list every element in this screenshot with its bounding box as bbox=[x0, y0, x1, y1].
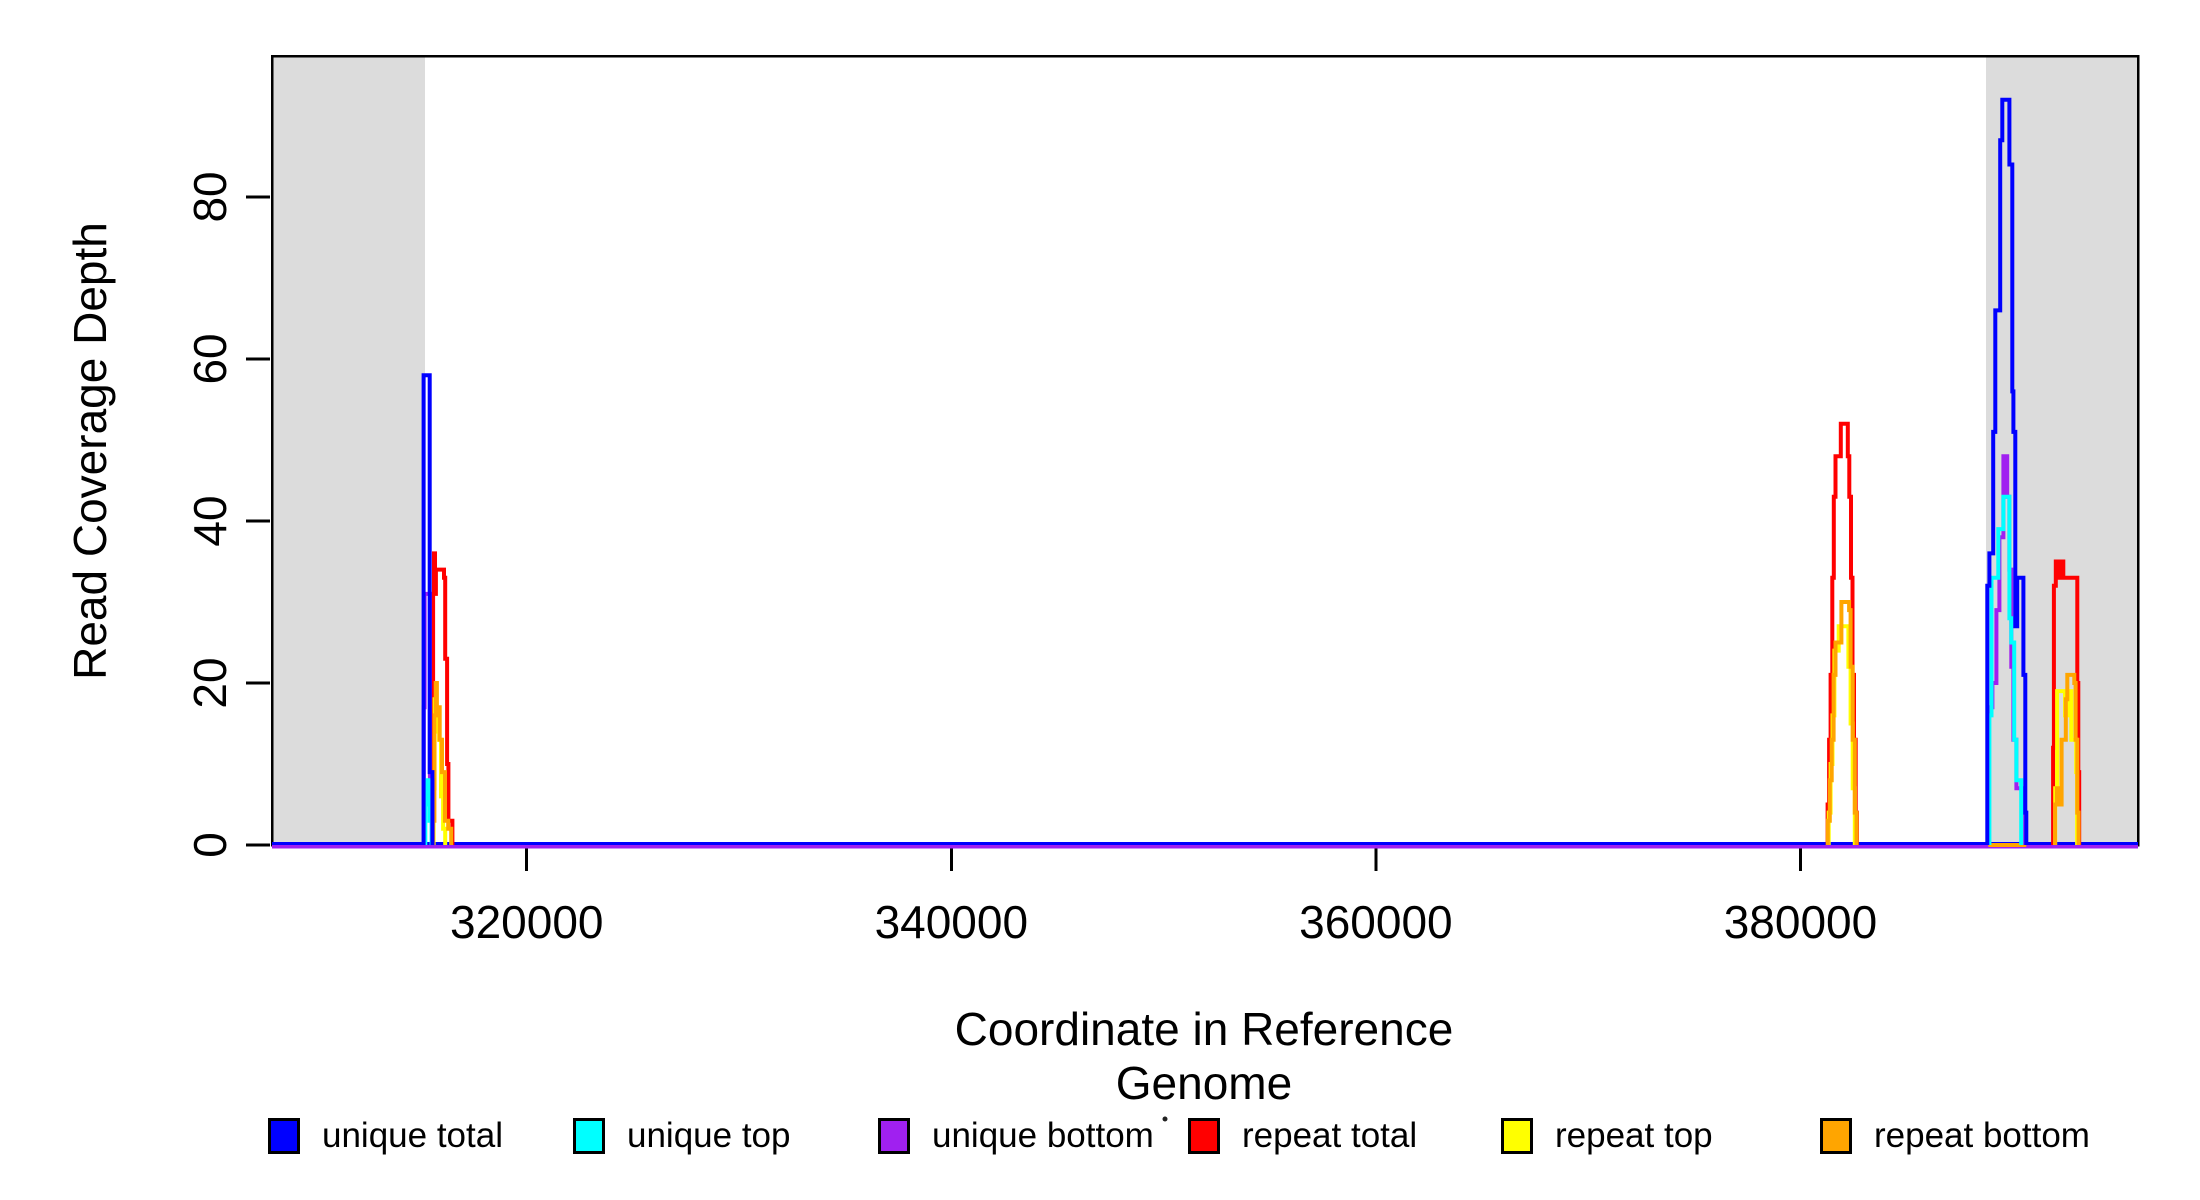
x-tick-label: 360000 bbox=[1299, 896, 1453, 948]
legend-item-unique-top: unique top bbox=[573, 1115, 790, 1157]
legend-swatch-repeat-top bbox=[1501, 1118, 1533, 1154]
legend-item-unique-bottom: unique bottom bbox=[878, 1115, 1154, 1157]
legend: unique total unique top unique bottom re… bbox=[0, 1115, 2200, 1161]
series-unique-total bbox=[1985, 97, 2029, 845]
legend-swatch-repeat-bottom bbox=[1820, 1118, 1852, 1154]
y-axis-title: Read Coverage Depth bbox=[64, 222, 116, 680]
legend-item-repeat-total: repeat total bbox=[1188, 1115, 1417, 1157]
legend-swatch-unique-bottom bbox=[878, 1118, 910, 1154]
legend-label: repeat bottom bbox=[1874, 1116, 2090, 1155]
series-repeat-bottom bbox=[2053, 672, 2081, 845]
shaded-region bbox=[272, 56, 425, 845]
series-repeat-total bbox=[430, 551, 455, 845]
plot-box bbox=[270, 54, 2140, 847]
legend-label: unique bottom bbox=[932, 1116, 1154, 1155]
legend-swatch-repeat-total bbox=[1188, 1118, 1220, 1154]
legend-item-repeat-top: repeat top bbox=[1501, 1115, 1713, 1157]
x-axis-title: Coordinate in Reference Genome bbox=[954, 1003, 1454, 1109]
x-tick-label: 320000 bbox=[450, 896, 604, 948]
y-tick-label: 60 bbox=[184, 333, 236, 384]
legend-swatch-unique-top bbox=[573, 1118, 605, 1154]
series-repeat-total bbox=[2051, 559, 2082, 845]
shaded-region bbox=[1986, 56, 2138, 845]
y-tick-label: 40 bbox=[184, 495, 236, 546]
legend-label: repeat top bbox=[1555, 1116, 1713, 1155]
series-repeat-bottom bbox=[431, 681, 454, 845]
series-repeat-bottom bbox=[1825, 600, 1859, 845]
x-tick-label: 380000 bbox=[1724, 896, 1878, 948]
artifact-dot bbox=[1162, 1116, 1168, 1122]
y-tick-label: 0 bbox=[184, 832, 236, 858]
legend-label: unique total bbox=[322, 1116, 503, 1155]
y-tick-label: 80 bbox=[184, 171, 236, 222]
legend-label: repeat total bbox=[1242, 1116, 1418, 1155]
series-unique-top bbox=[1987, 494, 2024, 845]
legend-label: unique top bbox=[627, 1116, 791, 1155]
series-unique-total bbox=[421, 373, 435, 845]
legend-item-repeat-bottom: repeat bottom bbox=[1820, 1115, 2090, 1157]
legend-item-unique-total: unique total bbox=[268, 1115, 503, 1157]
y-tick-label: 20 bbox=[184, 657, 236, 708]
x-tick-label: 340000 bbox=[875, 896, 1029, 948]
legend-swatch-unique-total bbox=[268, 1118, 300, 1154]
